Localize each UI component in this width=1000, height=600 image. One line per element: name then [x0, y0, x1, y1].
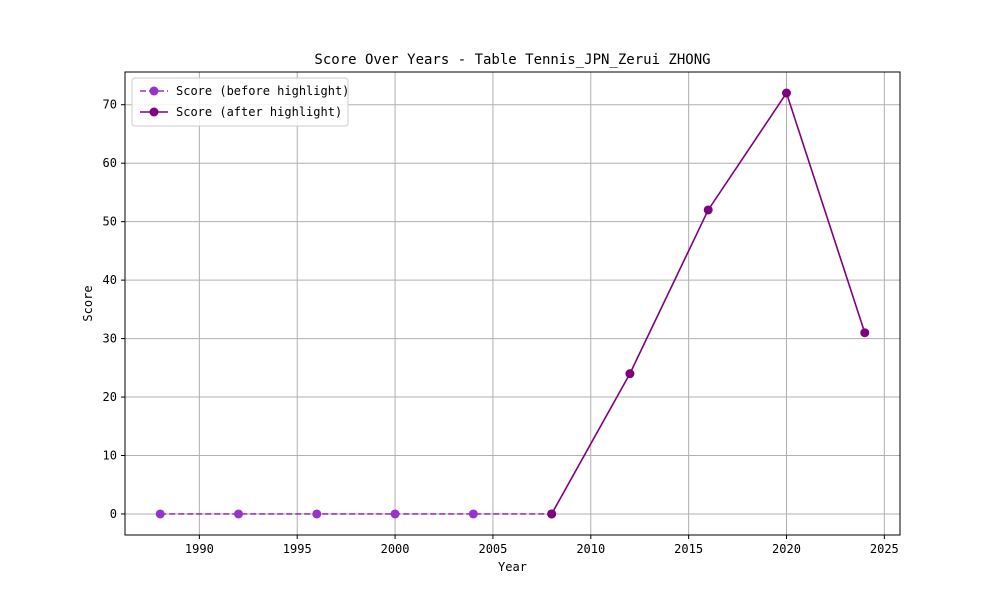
chart-title: Score Over Years - Table Tennis_JPN_Zeru…	[314, 52, 710, 68]
y-tick-label: 70	[103, 98, 117, 112]
data-point-series-2	[547, 509, 557, 519]
legend-label: Score (after highlight)	[176, 105, 342, 119]
x-tick-label: 2010	[576, 542, 605, 556]
x-tick-label: 2000	[381, 542, 410, 556]
y-axis-label: Score	[81, 285, 95, 321]
y-tick-label: 50	[103, 215, 117, 229]
data-point-series-1	[234, 509, 244, 519]
data-point-series-1	[468, 509, 478, 519]
x-tick-label: 1995	[283, 542, 312, 556]
x-tick-label: 2025	[870, 542, 899, 556]
y-tick-label: 20	[103, 390, 117, 404]
legend-box	[131, 77, 349, 127]
y-tick-label: 40	[103, 273, 117, 287]
data-point-series-2	[860, 328, 870, 338]
legend: Score (before highlight) Score (after hig…	[131, 77, 349, 127]
y-tick-label: 30	[103, 332, 117, 346]
legend-label: Score (before highlight)	[176, 84, 349, 98]
x-axis-label: Year	[498, 560, 527, 574]
x-tick-label: 1990	[185, 542, 214, 556]
legend-swatch-marker	[149, 86, 159, 96]
y-tick-label: 60	[103, 156, 117, 170]
data-point-series-2	[703, 205, 713, 215]
axis-ticks: 1990 1995 2000 2005 2010 2015 2020 2025 0 10 20 30 4…	[103, 98, 899, 556]
data-point-series-1	[390, 509, 400, 519]
legend-swatch-marker	[149, 107, 159, 117]
data-point-series-2	[625, 369, 635, 379]
x-tick-label: 2015	[674, 542, 703, 556]
y-tick-label: 10	[103, 448, 117, 462]
data-point-series-1	[155, 509, 165, 519]
plot-series	[155, 88, 870, 519]
y-tick-label: 0	[110, 507, 117, 521]
data-point-series-2	[781, 88, 791, 98]
x-tick-label: 2005	[478, 542, 507, 556]
x-tick-label: 2020	[772, 542, 801, 556]
plot-frame	[124, 71, 901, 536]
data-point-series-1	[312, 509, 322, 519]
